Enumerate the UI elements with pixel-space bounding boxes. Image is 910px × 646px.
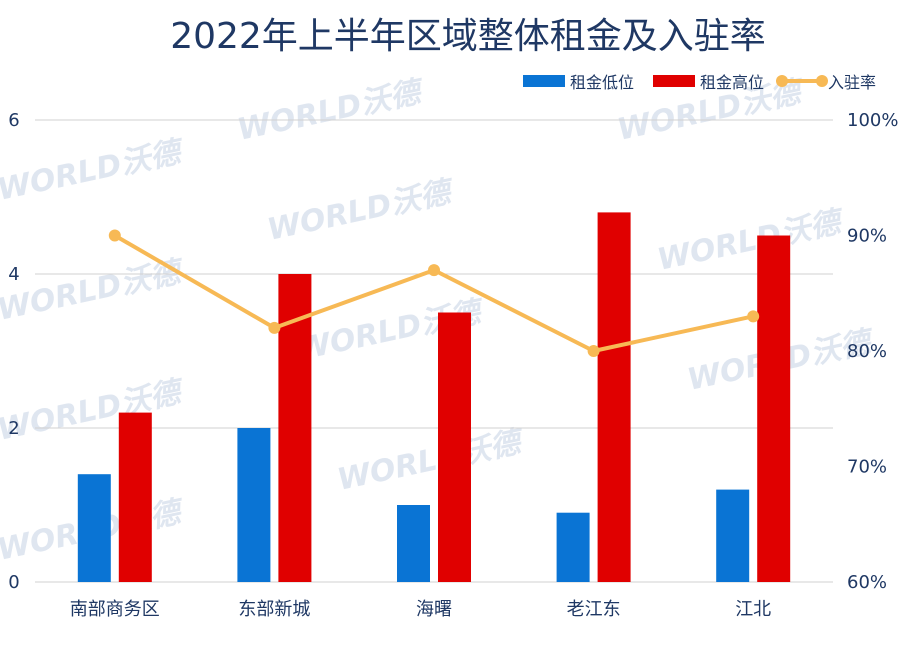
occupancy-point (108, 229, 121, 242)
occupancy-point (587, 345, 600, 357)
watermark-text: WORLD沃德 (0, 254, 189, 328)
watermark-text: WORLD沃德 (0, 374, 189, 448)
bar-low (556, 512, 590, 582)
watermark-text: WORLD沃德 (654, 204, 849, 278)
category-label: 东部新城 (238, 599, 310, 620)
left-tick-label: 2 (8, 418, 19, 439)
legend-swatch-high (653, 75, 695, 87)
left-axis: 0 2 4 6 (8, 110, 19, 593)
right-tick-label: 60% (847, 572, 887, 593)
legend-label-low: 租金低位 (570, 73, 634, 92)
occupancy-line (108, 229, 760, 357)
bar-high (757, 235, 791, 582)
legend-swatch-low (523, 75, 565, 87)
watermark-text: WORLD沃德 (234, 74, 429, 148)
occupancy-point (747, 310, 760, 323)
bar-high (118, 412, 152, 582)
bars (77, 212, 791, 582)
category-label: 老江东 (567, 599, 621, 620)
category-labels: 南部商务区 东部新城 海曙 老江东 江北 (70, 599, 771, 620)
legend-marker (776, 75, 788, 87)
left-tick-label: 4 (8, 264, 19, 285)
bar-low (716, 489, 750, 582)
bar-low (77, 474, 111, 582)
right-tick-label: 90% (847, 226, 887, 247)
legend-label-rate: 入驻率 (828, 73, 876, 92)
legend-marker (816, 75, 828, 87)
right-tick-label: 80% (847, 341, 887, 362)
bar-high (438, 312, 471, 582)
occupancy-point (428, 264, 440, 277)
right-tick-label: 100% (847, 110, 898, 131)
legend-label-high: 租金高位 (700, 73, 764, 92)
category-label: 海曙 (416, 599, 452, 620)
category-label: 江北 (735, 599, 771, 620)
right-tick-label: 70% (847, 457, 887, 478)
bar-low (397, 505, 430, 582)
left-tick-label: 6 (8, 110, 19, 131)
left-tick-label: 0 (8, 572, 19, 593)
watermark-text: WORLD沃德 (0, 134, 189, 208)
watermark-text: WORLD沃德 (264, 174, 459, 248)
bar-high (597, 212, 631, 582)
chart-title: 2022年上半年区域整体租金及入驻率 (170, 16, 766, 57)
category-label: 南部商务区 (70, 599, 160, 620)
right-axis: 60% 70% 80% 90% 100% (847, 110, 898, 593)
legend: 租金低位 租金高位 入驻率 (523, 73, 876, 92)
bar-low (237, 428, 271, 582)
watermark-text: WORLD沃德 (334, 424, 529, 498)
occupancy-point (268, 321, 281, 334)
